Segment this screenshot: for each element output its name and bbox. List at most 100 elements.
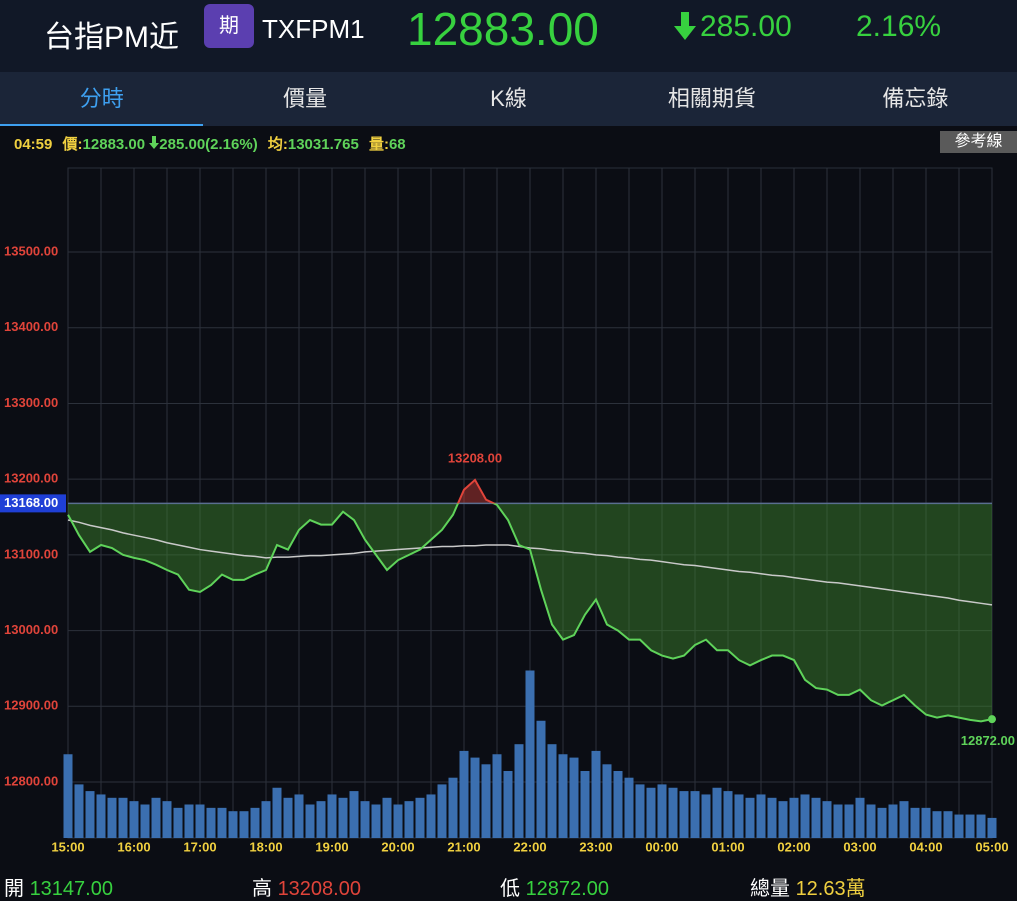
volume-bar	[195, 804, 205, 838]
volume-bar	[580, 771, 590, 838]
volume-bar	[569, 757, 579, 838]
x-tick-label: 03:00	[843, 839, 876, 854]
name: 台指PM近	[44, 21, 179, 54]
header: 台指PM近 期 TXFPM1 12883.00 285.00 2.16%	[0, 0, 1017, 72]
volume-bar	[767, 797, 777, 838]
open-value: 13147.00	[29, 878, 113, 900]
volume-bar	[624, 777, 634, 838]
volume-bar	[723, 791, 733, 838]
volume-bar	[250, 807, 260, 838]
y-tick-label: 13300.00	[4, 395, 58, 410]
volume-bar	[613, 771, 623, 838]
volume-bar	[503, 771, 513, 838]
volume-bar	[448, 777, 458, 838]
volume-bar	[635, 784, 645, 838]
volume-bar	[96, 794, 106, 838]
price-line	[67, 503, 993, 723]
volume-bar	[987, 817, 997, 838]
vol: 68	[388, 136, 406, 153]
volume-bar	[316, 801, 326, 838]
volume-bar	[690, 791, 700, 838]
volume-bar	[855, 797, 865, 838]
volume-bar	[734, 794, 744, 838]
volume-bar	[943, 811, 953, 838]
x-tick-label: 04:00	[909, 839, 942, 854]
volume-bar	[470, 757, 480, 838]
change: 285.00	[700, 10, 792, 43]
area-fill	[68, 503, 992, 722]
volume-bar	[481, 764, 491, 838]
volume-bar	[327, 794, 337, 838]
tab[interactable]: 分時	[0, 72, 204, 126]
avg: 13031.765	[287, 136, 359, 153]
volume-bar	[63, 754, 73, 838]
volume-bar	[866, 804, 876, 838]
high: 高 13208.00	[252, 872, 361, 901]
volume-bar	[393, 804, 403, 838]
tabs: 分時 價量 K線 相關期貨 備忘錄	[0, 72, 1017, 126]
total-label: 總量	[750, 878, 790, 900]
volume-bar	[283, 797, 293, 838]
x-tick-label: 21:00	[447, 839, 480, 854]
volume-bar	[822, 801, 832, 838]
x-tick-label: 15:00	[51, 839, 84, 854]
time: 04:59	[14, 136, 53, 153]
volume-bar	[371, 804, 381, 838]
low-label: 低	[500, 878, 520, 900]
volume-bar	[965, 814, 975, 838]
volume-bar	[921, 807, 931, 838]
y-tick-label: 13000.00	[4, 622, 58, 637]
volume-bar	[602, 764, 612, 838]
volume-bar	[272, 787, 282, 838]
x-tick-label: 02:00	[777, 839, 810, 854]
volume-bar	[305, 804, 315, 838]
volume-bar	[492, 754, 502, 838]
volume-bar	[910, 807, 920, 838]
volume-bar	[206, 807, 216, 838]
volume-bar	[888, 804, 898, 838]
x-tick-label: 18:00	[249, 839, 282, 854]
tab[interactable]: 相關期貨	[667, 86, 756, 111]
total-value: 12.63萬	[795, 878, 866, 900]
x-tick-label: 17:00	[183, 839, 216, 854]
volume-bar	[591, 750, 601, 838]
y-tick-label: 13500.00	[4, 243, 58, 258]
volume-bar	[811, 797, 821, 838]
x-tick-label: 20:00	[381, 839, 414, 854]
volume-bar	[382, 797, 392, 838]
info-row: 04:59 價:12883.00 285.00(2.16%) 均:13031.7…	[14, 133, 406, 154]
reference-label-bg	[0, 494, 66, 513]
volume-bar	[646, 787, 656, 838]
low-label: 12872.00	[961, 733, 1015, 748]
volume-bar	[833, 804, 843, 838]
volume-bar	[756, 794, 766, 838]
tab[interactable]: 價量	[283, 86, 328, 111]
reference-label: 13168.00	[4, 495, 58, 510]
change: 285.00(2.16%)	[159, 136, 258, 153]
down-arrow	[674, 12, 696, 40]
high-label: 13208.00	[448, 451, 502, 466]
volume-bar	[217, 807, 227, 838]
badge: 期	[204, 4, 254, 48]
volume-bar	[173, 807, 183, 838]
x-tick-label: 22:00	[513, 839, 546, 854]
high-value: 13208.00	[277, 878, 361, 900]
volume-bar	[294, 794, 304, 838]
price: 12883.00	[82, 136, 146, 153]
last-point	[988, 715, 996, 724]
x-tick-label: 19:00	[315, 839, 348, 854]
volume-bar	[525, 670, 535, 838]
volume-bar	[261, 801, 271, 838]
tab[interactable]: 備忘錄	[882, 86, 949, 111]
volume-bar	[657, 784, 667, 838]
y-tick-label: 12800.00	[4, 773, 58, 788]
volume-bar	[778, 801, 788, 838]
reference-button[interactable]: 參考線	[940, 131, 1017, 153]
volume-bar	[514, 744, 524, 838]
tab[interactable]: K線	[490, 86, 527, 111]
volume-bar	[844, 804, 854, 838]
volume-bar	[184, 804, 194, 838]
y-tick-label: 13200.00	[4, 471, 58, 486]
volume-bar	[74, 784, 84, 838]
